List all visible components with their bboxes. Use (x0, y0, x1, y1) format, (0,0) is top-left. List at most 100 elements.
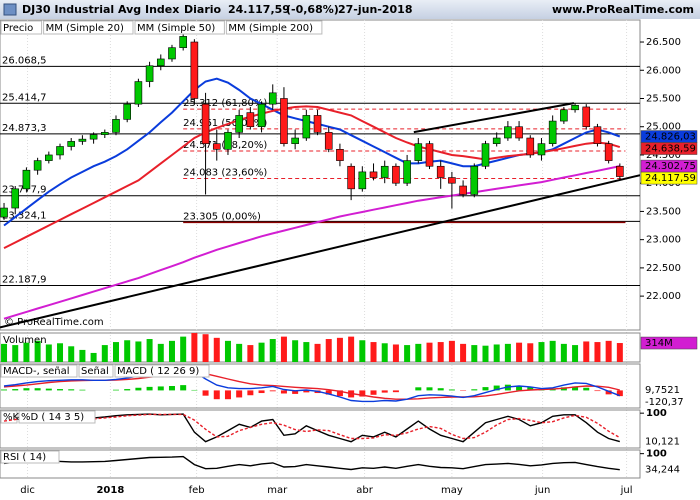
volume-bar (57, 343, 64, 362)
main-plot: 26.068,5 25.414,7 24.873,3 23.777,9 23.324,1… (0, 33, 640, 329)
volume-bar (516, 342, 523, 362)
volume-bar (34, 340, 41, 362)
volume-bar (124, 340, 131, 362)
candle-body (436, 165, 445, 178)
x-tick-label: feb (189, 485, 205, 496)
copyright: © ProRealTime.com (4, 317, 104, 328)
legend-box (43, 20, 134, 35)
candle-body (89, 134, 98, 140)
volume-bar (135, 341, 142, 362)
candle-body (145, 65, 154, 82)
volume-bar (538, 342, 545, 362)
level-label: 23.777,9 (2, 185, 47, 196)
fib-label: 24.961 (50,00%) (183, 118, 267, 129)
candle-body (56, 146, 64, 156)
fib-label: 23.305 (0,00%) (183, 211, 261, 222)
last-value-box (640, 435, 698, 448)
header-price: 24.117,59 (228, 3, 290, 16)
x-tick-label: abr (356, 485, 373, 496)
candle-body (67, 141, 76, 147)
candle-body (246, 112, 255, 128)
histogram-bar (280, 390, 287, 394)
volume-bar (560, 343, 567, 362)
legend-box (0, 20, 43, 35)
histogram-bar (605, 390, 612, 395)
header-date: 27-jun-2018 (338, 3, 413, 16)
histogram-bar (258, 390, 265, 394)
last-value-label: 9,7521 (645, 385, 680, 396)
indicator-line (3, 413, 621, 440)
histogram-bar (516, 385, 523, 391)
y-tick-label: 26.000 (646, 65, 681, 76)
candle-body (392, 165, 400, 184)
candle-body (414, 143, 423, 161)
y-tick-label: 25.500 (646, 93, 681, 104)
trend-line (413, 102, 575, 134)
volume-bar (616, 343, 623, 362)
trend-line (0, 174, 640, 329)
legend-label: %D ( 14 3 5) (21, 412, 84, 423)
candle-body (380, 165, 389, 178)
header-change: (-0,68%) (286, 3, 339, 16)
volume-bar (504, 343, 511, 362)
y-tick-label: 100 (646, 408, 667, 419)
histogram-bar (415, 387, 422, 391)
candle-body (179, 36, 187, 48)
last-value-box (640, 463, 698, 476)
histogram-bar (112, 389, 119, 391)
volume-bar (583, 341, 590, 362)
volume-bar (146, 339, 153, 362)
histogram-bar (45, 388, 52, 391)
legend-label: MACD-, señal (3, 366, 70, 377)
volume-bar (280, 336, 287, 362)
histogram-bar (325, 390, 332, 395)
histogram-bar (583, 387, 590, 391)
candle-body (156, 58, 165, 67)
candle-body (134, 81, 143, 105)
volume-bar (415, 343, 422, 362)
candle-body (616, 165, 624, 177)
legend-box (114, 364, 210, 378)
candle-body (347, 165, 355, 190)
x-tick-label: jul (620, 485, 633, 496)
last-value-label: 314M (645, 338, 673, 349)
last-value-label: 24.638,59 (645, 144, 696, 155)
histogram-bar (180, 385, 187, 391)
level-label: 24.873,3 (2, 123, 47, 134)
moving-average (3, 165, 621, 320)
last-value-box (640, 171, 698, 185)
x-tick-label: 2018 (96, 485, 124, 496)
y-tick-label: 26.500 (646, 37, 681, 48)
y-tick-label: 100 (646, 449, 667, 460)
volume-bar (392, 344, 399, 362)
histogram-bar (68, 389, 75, 391)
legend-box (18, 410, 96, 424)
level-label: 26.068,5 (2, 55, 47, 66)
legend-box (134, 20, 225, 35)
legend-box (0, 450, 60, 464)
volume-bar (303, 342, 310, 362)
histogram-bar (392, 390, 399, 393)
histogram-bar (437, 388, 444, 391)
volume-bar (527, 343, 534, 362)
volume-bar (404, 345, 411, 362)
candle-body (101, 132, 109, 135)
last-value-label: 24.302,75 (645, 161, 696, 172)
candle-body (168, 47, 176, 60)
moving-average (3, 105, 621, 249)
volume-bar (370, 342, 377, 362)
candle-body (403, 160, 411, 184)
volume-bar (348, 336, 355, 362)
histogram-bar (292, 390, 299, 394)
histogram-bar (34, 388, 41, 391)
histogram-bar (527, 387, 534, 391)
header-bar (0, 0, 700, 19)
candle-body (257, 103, 266, 128)
histogram-bar (146, 386, 153, 391)
histogram-bar (124, 389, 131, 391)
header-title: DJ30 Industrial Avg Index (22, 3, 179, 16)
volume-bar (437, 342, 444, 362)
histogram-bar (448, 389, 455, 391)
candle-body (593, 126, 602, 144)
volume-bar (1, 343, 8, 362)
